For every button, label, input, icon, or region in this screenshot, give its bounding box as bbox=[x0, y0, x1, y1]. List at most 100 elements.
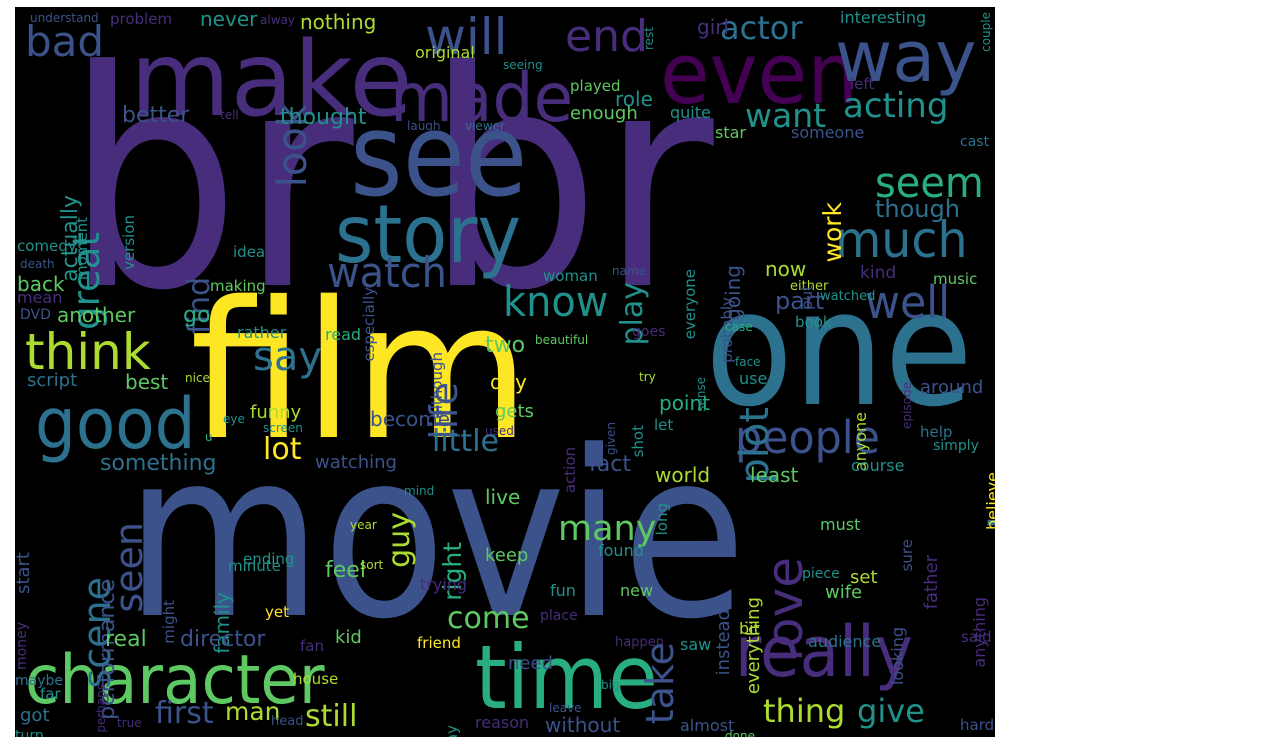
cloud-word: sure bbox=[898, 539, 916, 572]
cloud-word: put bbox=[798, 285, 816, 310]
cloud-word: believe bbox=[983, 472, 995, 531]
cloud-word: saw bbox=[680, 635, 712, 654]
cloud-word: kid bbox=[335, 627, 362, 648]
cloud-word: will bbox=[425, 8, 508, 66]
cloud-word: course bbox=[851, 456, 905, 475]
cloud-word: yet bbox=[265, 603, 289, 621]
cloud-word: original bbox=[415, 43, 475, 62]
cloud-word: anything bbox=[970, 597, 989, 668]
cloud-word: screen bbox=[263, 421, 303, 435]
cloud-word: either bbox=[790, 279, 829, 294]
cloud-word: actor bbox=[720, 9, 803, 47]
cloud-word: given bbox=[604, 422, 618, 456]
cloud-word: alway bbox=[260, 13, 295, 27]
cloud-word: DVD bbox=[20, 307, 51, 323]
cloud-word: interesting bbox=[840, 8, 927, 27]
cloud-word: problem bbox=[110, 10, 173, 28]
cloud-word: face bbox=[735, 355, 761, 369]
cloud-word: found bbox=[598, 541, 644, 560]
cloud-word: nice bbox=[185, 371, 210, 385]
cloud-word: script bbox=[27, 370, 78, 391]
cloud-word: episode bbox=[900, 382, 914, 429]
cloud-word: beautiful bbox=[535, 333, 589, 347]
cloud-word: might bbox=[160, 600, 178, 644]
cloud-word: man bbox=[225, 697, 281, 726]
cloud-word: making bbox=[210, 277, 266, 295]
cloud-word: acting bbox=[843, 86, 949, 126]
cloud-word: movie bbox=[125, 403, 747, 670]
cloud-word: enough bbox=[570, 103, 638, 124]
cloud-word: watch bbox=[327, 248, 447, 297]
cloud-word: world bbox=[655, 463, 711, 487]
cloud-word: money bbox=[15, 622, 30, 670]
cloud-word: true bbox=[117, 716, 142, 730]
cloud-word: film bbox=[190, 261, 530, 482]
cloud-word: end bbox=[565, 11, 648, 62]
cloud-word: got bbox=[20, 705, 50, 726]
cloud-word: director bbox=[180, 627, 266, 652]
cloud-word: really bbox=[735, 611, 914, 693]
cloud-word: may bbox=[443, 725, 461, 737]
cloud-word: woman bbox=[543, 267, 598, 285]
cloud-word: even bbox=[660, 25, 859, 124]
cloud-word: real bbox=[105, 627, 147, 652]
cloud-word: one bbox=[705, 255, 973, 442]
cloud-word: lot bbox=[263, 432, 302, 467]
cloud-word: live bbox=[485, 485, 521, 509]
cloud-word: made bbox=[390, 59, 574, 138]
cloud-word: big bbox=[601, 678, 620, 692]
cloud-word: part bbox=[775, 287, 825, 315]
cloud-word: sort bbox=[360, 558, 384, 572]
cloud-word: character bbox=[25, 641, 325, 720]
cloud-word: two bbox=[485, 333, 526, 358]
cloud-word: perhaps bbox=[94, 684, 108, 733]
cloud-word: br bbox=[65, 7, 354, 356]
cloud-word: come bbox=[447, 601, 530, 636]
cloud-word: set bbox=[850, 567, 878, 588]
cloud-word: reason bbox=[475, 713, 530, 732]
cloud-word: much bbox=[835, 211, 968, 269]
cloud-word: nothing bbox=[300, 10, 377, 34]
cloud-word: br bbox=[425, 7, 714, 356]
cloud-word: book bbox=[795, 313, 832, 331]
cloud-word: thing bbox=[763, 692, 846, 730]
cloud-word: ending bbox=[243, 550, 295, 568]
cloud-word: good bbox=[35, 383, 196, 465]
cloud-word: best bbox=[125, 370, 169, 394]
cloud-word: know bbox=[503, 277, 609, 326]
cloud-word: bad bbox=[25, 17, 105, 66]
cloud-word: eye bbox=[223, 412, 245, 426]
cloud-word: must bbox=[820, 515, 861, 534]
cloud-word: thought bbox=[280, 105, 367, 130]
cloud-word: something bbox=[100, 451, 217, 476]
cloud-word: maybe bbox=[15, 673, 64, 689]
cloud-word: u bbox=[205, 430, 213, 444]
cloud-word: father bbox=[921, 555, 942, 610]
cloud-word: never bbox=[200, 7, 258, 31]
cloud-word: viewer bbox=[465, 119, 505, 133]
cloud-word: shot bbox=[629, 425, 647, 458]
cloud-word: version bbox=[120, 215, 138, 270]
cloud-word: another bbox=[57, 303, 136, 327]
cloud-word: well bbox=[865, 276, 951, 329]
cloud-word: happen bbox=[615, 635, 664, 650]
cloud-word: name bbox=[612, 264, 647, 278]
cloud-word: need bbox=[508, 653, 553, 674]
word-cloud-image: br br movie film one make see even way story made w… bbox=[15, 7, 995, 737]
cloud-word: looking bbox=[888, 627, 907, 686]
cloud-word: now bbox=[765, 257, 807, 281]
cloud-word: quite bbox=[670, 103, 711, 122]
cloud-word: see bbox=[350, 89, 528, 223]
cloud-word: head bbox=[271, 714, 304, 729]
cloud-word: rather bbox=[237, 323, 287, 342]
cloud-word: cast bbox=[960, 134, 990, 150]
cloud-word: music bbox=[933, 270, 978, 288]
cloud-word: comedy bbox=[17, 237, 77, 255]
cloud-word: think bbox=[25, 323, 151, 381]
cloud-word: little bbox=[432, 424, 499, 459]
cloud-word: try bbox=[639, 370, 656, 384]
cloud-word: especially bbox=[360, 287, 378, 362]
cloud-word: new bbox=[620, 581, 654, 600]
cloud-word: friend bbox=[417, 634, 461, 652]
cloud-word: though bbox=[875, 195, 960, 223]
